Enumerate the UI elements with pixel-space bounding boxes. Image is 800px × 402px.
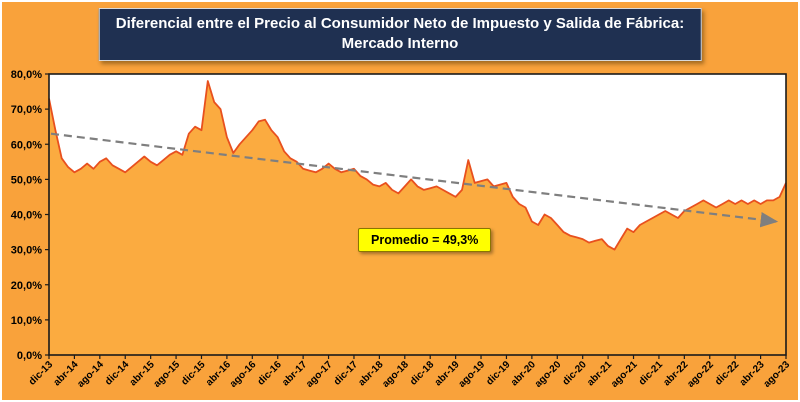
svg-text:ago-22: ago-22 <box>685 359 716 390</box>
svg-text:80,0%: 80,0% <box>11 69 42 81</box>
svg-text:ago-14: ago-14 <box>75 359 106 390</box>
svg-text:dic-21: dic-21 <box>637 359 666 388</box>
svg-text:dic-17: dic-17 <box>332 359 361 388</box>
svg-text:20,0%: 20,0% <box>11 280 42 292</box>
average-annotation-label: Promedio = 49,3% <box>358 228 492 252</box>
svg-text:dic-13: dic-13 <box>27 359 56 388</box>
svg-text:30,0%: 30,0% <box>11 245 42 257</box>
svg-text:dic-18: dic-18 <box>408 359 437 388</box>
chart-title: Diferencial entre el Precio al Consumido… <box>98 8 702 61</box>
chart-title-line2: Mercado Interno <box>341 35 459 53</box>
svg-text:50,0%: 50,0% <box>11 174 42 186</box>
svg-text:ago-21: ago-21 <box>609 359 640 390</box>
svg-text:40,0%: 40,0% <box>11 210 42 222</box>
svg-text:ago-19: ago-19 <box>457 359 488 390</box>
svg-text:60,0%: 60,0% <box>11 139 42 151</box>
svg-text:70,0%: 70,0% <box>11 104 42 116</box>
svg-text:ago-17: ago-17 <box>304 359 335 390</box>
svg-text:ago-23: ago-23 <box>762 359 793 390</box>
svg-text:10,0%: 10,0% <box>11 315 42 327</box>
svg-text:0,0%: 0,0% <box>17 350 42 362</box>
svg-text:dic-20: dic-20 <box>561 359 590 388</box>
svg-text:dic-19: dic-19 <box>484 359 513 388</box>
svg-text:dic-22: dic-22 <box>713 359 742 388</box>
svg-text:ago-18: ago-18 <box>380 359 411 390</box>
svg-text:dic-15: dic-15 <box>179 359 208 388</box>
svg-text:dic-14: dic-14 <box>103 359 132 388</box>
svg-text:ago-15: ago-15 <box>152 359 183 390</box>
svg-text:ago-16: ago-16 <box>228 359 259 390</box>
price-differential-area-chart: 0,0% 10,0% 20,0% 30,0% 40,0% 50,0% 60,0% 70,0% 8… <box>11 69 793 390</box>
svg-text:ago-20: ago-20 <box>533 359 564 390</box>
chart-title-line1: Diferencial entre el Precio al Consumido… <box>115 15 685 32</box>
svg-text:dic-16: dic-16 <box>256 359 285 388</box>
